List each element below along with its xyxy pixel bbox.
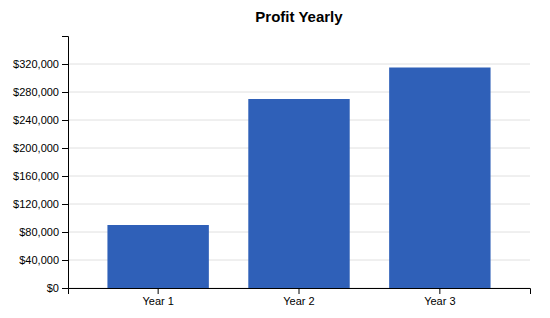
plot: $0 $40,000 $80,000 $120,000 $160,000 $200,000…	[13, 37, 530, 307]
y-tick-label: $320,000	[13, 58, 59, 70]
bar	[107, 225, 208, 288]
x-tick-label: Year 3	[424, 295, 455, 307]
y-tick: $40,000	[19, 254, 68, 266]
y-tick-label: $200,000	[13, 142, 59, 154]
grid-line	[68, 64, 530, 65]
y-tick-label: $120,000	[13, 198, 59, 210]
y-tick: $80,000	[19, 226, 68, 238]
x-tick-mark	[299, 288, 300, 294]
x-tick-mark	[158, 288, 159, 294]
x-axis: Year 1 Year 2 Year 3	[69, 288, 531, 307]
y-tick-mark	[62, 92, 68, 93]
y-tick: $320,000	[13, 58, 68, 70]
x-tick: Year 1	[142, 288, 173, 307]
y-tick: $200,000	[13, 142, 68, 154]
y-tick: $240,000	[13, 114, 68, 126]
chart: $0 $40,000 $80,000 $120,000 $160,000 $200,000…	[0, 0, 550, 318]
bar	[248, 99, 349, 288]
y-tick: $0	[47, 282, 68, 294]
x-tick: Year 3	[424, 288, 455, 307]
y-tick-label: $40,000	[19, 254, 59, 266]
y-tick-mark	[62, 204, 68, 205]
y-tick-label: $280,000	[13, 86, 59, 98]
title: Profit Yearly	[255, 8, 343, 25]
y-axis-line	[62, 37, 69, 289]
y-tick-mark	[62, 288, 68, 289]
y-axis: $0 $40,000 $80,000 $120,000 $160,000 $200,000…	[13, 37, 68, 295]
y-tick-mark	[62, 232, 68, 233]
y-tick-mark	[62, 260, 68, 261]
y-tick-label: $0	[47, 282, 59, 294]
x-tick-label: Year 2	[283, 295, 314, 307]
y-tick-label: $160,000	[13, 170, 59, 182]
y-tick-label: $80,000	[19, 226, 59, 238]
x-axis-line	[69, 289, 531, 295]
x-tick-mark	[439, 288, 440, 294]
y-tick-label: $240,000	[13, 114, 59, 126]
y-tick: $160,000	[13, 170, 68, 182]
bar	[389, 68, 490, 289]
y-tick-mark	[62, 148, 68, 149]
y-tick-mark	[62, 176, 68, 177]
x-tick: Year 2	[283, 288, 314, 307]
y-tick: $120,000	[13, 198, 68, 210]
y-tick-mark	[62, 64, 68, 65]
x-tick-label: Year 1	[142, 295, 173, 307]
bars	[107, 68, 490, 289]
grid	[68, 64, 530, 288]
y-tick-mark	[62, 120, 68, 121]
y-tick: $280,000	[13, 86, 68, 98]
